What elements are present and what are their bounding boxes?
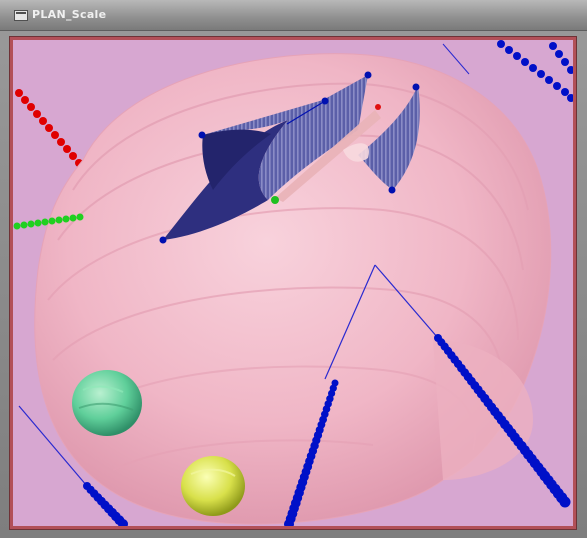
trajectory-bead: [284, 519, 294, 526]
target-sphere-green[interactable]: [72, 370, 142, 436]
window-title: PLAN_Scale: [32, 8, 107, 21]
window-menu-icon[interactable]: [14, 10, 28, 21]
scene-render[interactable]: [13, 40, 573, 526]
guide-line-top: [442, 43, 470, 75]
guide-line-bottom-left: [18, 405, 88, 487]
trajectory-top-right: [497, 40, 573, 102]
green-axis-marker: [13, 213, 84, 230]
trajectory-center[interactable]: [284, 379, 339, 527]
target-sphere-yellow[interactable]: [181, 456, 245, 516]
guide-line-right: [374, 264, 439, 339]
craniotomy-opening[interactable]: [159, 71, 420, 244]
skin-surface-model[interactable]: [34, 53, 552, 525]
3d-viewport[interactable]: [10, 37, 576, 529]
trajectory-bottom-left[interactable]: [83, 482, 128, 526]
trajectory-bead: [118, 519, 128, 526]
trajectory-right[interactable]: [434, 334, 571, 508]
trajectory-bead: [559, 496, 571, 508]
title-bar[interactable]: PLAN_Scale: [0, 0, 587, 31]
guide-line-center: [324, 264, 376, 380]
